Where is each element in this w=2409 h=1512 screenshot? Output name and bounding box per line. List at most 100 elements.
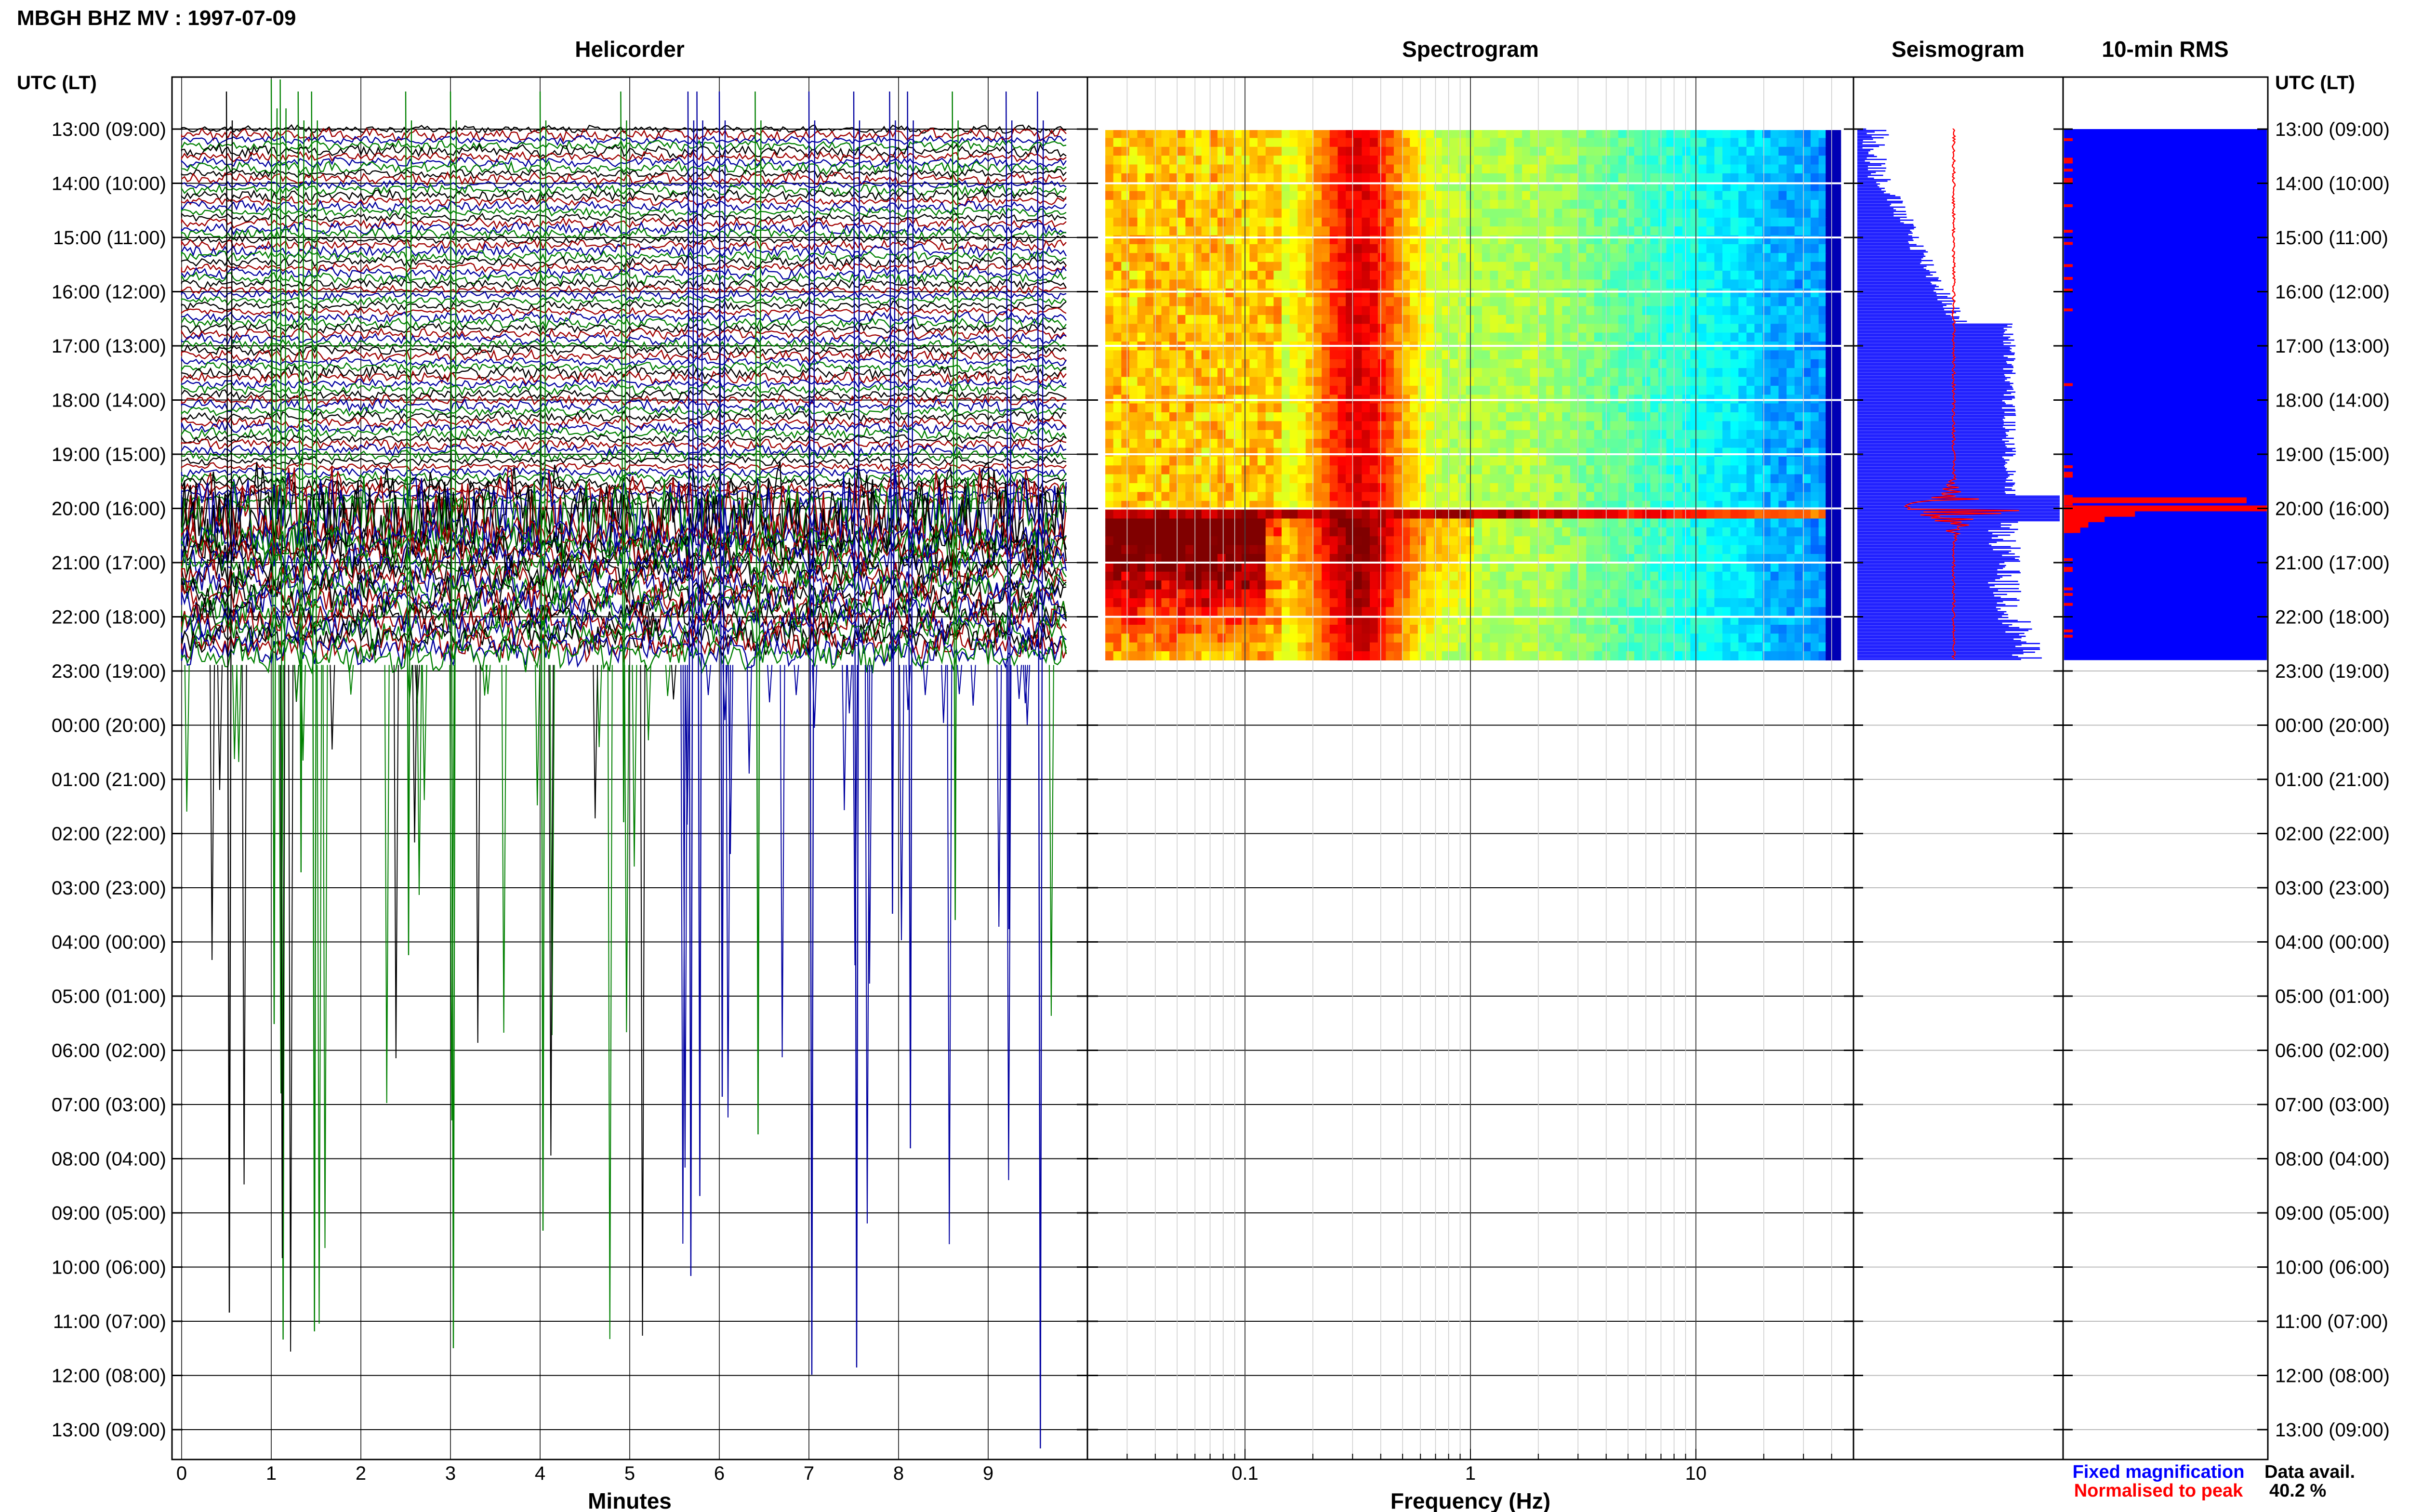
spectrogram-cell xyxy=(1185,421,1194,431)
spectrogram-cell xyxy=(1105,536,1114,546)
spectrogram-cell xyxy=(1185,297,1194,307)
spectrogram-cell xyxy=(1650,306,1659,316)
spectrogram-cell xyxy=(1209,182,1218,192)
spectrogram-cell xyxy=(1410,191,1418,200)
spectrogram-cell xyxy=(1362,288,1370,298)
spectrogram-cell xyxy=(1498,324,1507,333)
spectrogram-cell xyxy=(1346,403,1354,413)
spectrogram-cell xyxy=(1217,359,1226,368)
spectrogram-cell xyxy=(1818,403,1827,413)
spectrogram-cell xyxy=(1746,483,1755,492)
spectrogram-cell xyxy=(1618,580,1627,590)
spectrogram-cell xyxy=(1113,279,1122,289)
spectrogram-cell xyxy=(1257,138,1266,147)
spectrogram-cell xyxy=(1618,209,1627,218)
spectrogram-cell xyxy=(1137,589,1146,599)
spectrogram-cell xyxy=(1417,332,1427,342)
spectrogram-cell xyxy=(1722,332,1731,342)
spectrogram-cell xyxy=(1474,377,1482,386)
spectrogram-cell xyxy=(1393,545,1403,554)
spectrogram-cell xyxy=(1105,412,1114,421)
spectrogram-cell xyxy=(1482,297,1491,307)
spectrogram-cell xyxy=(1337,368,1346,378)
spectrogram-cell xyxy=(1201,324,1210,333)
spectrogram-cell xyxy=(1322,306,1330,316)
spectrogram-cell xyxy=(1322,332,1330,342)
spectrogram-cell xyxy=(1297,226,1306,236)
spectrogram-cell xyxy=(1209,288,1218,298)
spectrogram-cell xyxy=(1161,377,1170,386)
spectrogram-cell xyxy=(1329,138,1338,147)
spectrogram-cell xyxy=(1282,545,1290,554)
spectrogram-cell xyxy=(1674,412,1683,421)
spectrogram-cell xyxy=(1690,518,1699,528)
spectrogram-cell xyxy=(1722,359,1731,368)
spectrogram-cell xyxy=(1458,253,1467,263)
spectrogram-cell xyxy=(1682,173,1691,183)
spectrogram-cell xyxy=(1377,456,1387,466)
spectrogram-cell xyxy=(1538,536,1547,546)
spectrogram-cell xyxy=(1730,377,1739,386)
spectrogram-cell xyxy=(1594,226,1603,236)
spectrogram-cell xyxy=(1778,421,1787,431)
spectrogram-cell xyxy=(1282,483,1290,492)
spectrogram-cell xyxy=(1113,209,1122,218)
spectrogram-cell xyxy=(1546,563,1555,572)
spectrogram-cell xyxy=(1554,598,1562,607)
spectrogram-cell xyxy=(1450,368,1458,378)
spectrogram-cell xyxy=(1249,377,1258,386)
spectrogram-cell xyxy=(1362,483,1370,492)
spectrogram-cell xyxy=(1690,191,1699,200)
spectrogram-cell xyxy=(1642,138,1651,147)
spectrogram-cell xyxy=(1514,271,1522,280)
spectrogram-cell xyxy=(1746,385,1755,395)
spectrogram-cell xyxy=(1690,377,1699,386)
spectrogram-cell xyxy=(1458,279,1467,289)
spectrogram-cell xyxy=(1634,474,1643,484)
spectrogram-cell xyxy=(1738,146,1747,156)
spectrogram-cell xyxy=(1273,306,1282,316)
spectrogram-cell xyxy=(1682,403,1691,413)
spectrogram-cell xyxy=(1329,209,1338,218)
spectrogram-cell xyxy=(1674,315,1683,324)
spectrogram-cell xyxy=(1794,430,1803,439)
spectrogram-cell xyxy=(1105,315,1114,324)
spectrogram-cell xyxy=(1562,156,1571,165)
spectrogram-cell xyxy=(1554,421,1562,431)
spectrogram-cell xyxy=(1129,288,1138,298)
spectrogram-cell xyxy=(1257,200,1266,209)
spectrogram-cell xyxy=(1193,456,1202,466)
spectrogram-cell xyxy=(1618,456,1627,466)
spectrogram-cell xyxy=(1811,545,1819,554)
spectrogram-cell xyxy=(1105,271,1114,280)
spectrogram-cell xyxy=(1145,536,1154,546)
spectrogram-cell xyxy=(1826,226,1841,236)
spectrogram-cell xyxy=(1265,138,1274,147)
spectrogram-cell xyxy=(1458,465,1467,475)
spectrogram-cell xyxy=(1265,271,1274,280)
spectrogram-cell xyxy=(1514,571,1522,581)
spectrogram-cell xyxy=(1193,368,1202,378)
spectrogram-cell xyxy=(1161,359,1170,368)
spectrogram-cell xyxy=(1811,447,1819,457)
spectrogram-cell xyxy=(1353,244,1363,253)
spectrogram-cell xyxy=(1209,412,1218,421)
spectrogram-cell xyxy=(1410,545,1418,554)
spectrogram-cell xyxy=(1241,138,1250,147)
spectrogram-cell xyxy=(1337,571,1346,581)
spectrogram-cell xyxy=(1698,554,1707,563)
spectrogram-cell xyxy=(1826,324,1841,333)
spectrogram-cell xyxy=(1225,200,1234,209)
spectrogram-cell xyxy=(1209,368,1218,378)
spectrogram-cell xyxy=(1690,262,1699,271)
spectrogram-cell xyxy=(1522,288,1531,298)
spectrogram-cell xyxy=(1426,200,1434,209)
spectrogram-cell xyxy=(1794,226,1803,236)
spectrogram-cell xyxy=(1362,138,1370,147)
spectrogram-cell xyxy=(1377,492,1387,501)
spectrogram-cell xyxy=(1514,173,1522,183)
spectrogram-cell xyxy=(1426,288,1434,298)
spectrogram-cell xyxy=(1522,545,1531,554)
spectrogram-cell xyxy=(1169,262,1178,271)
spectrogram-cell xyxy=(1201,456,1210,466)
